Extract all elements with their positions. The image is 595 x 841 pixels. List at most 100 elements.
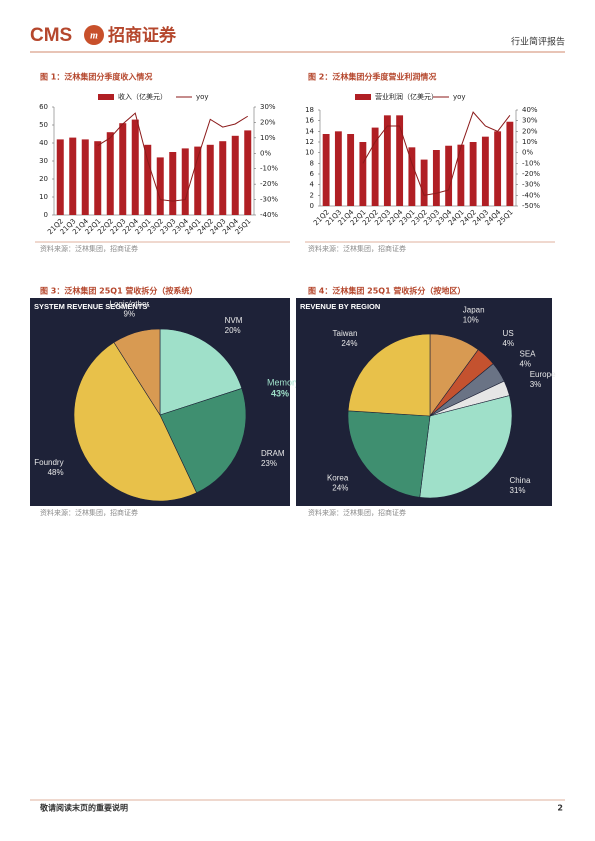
y-tick-label: 18: [305, 106, 314, 114]
bar: [396, 115, 404, 206]
slice-value-label: 23%: [261, 459, 277, 468]
slice-value-label: 24%: [341, 339, 357, 348]
legend-label: 营业利润（亿美元）: [375, 92, 438, 101]
bar: [231, 135, 239, 215]
y2-tick-label: 30%: [260, 103, 276, 111]
pie-slice: [113, 328, 161, 417]
slice-label: NVM: [225, 316, 243, 325]
y2-tick-label: 40%: [522, 106, 538, 114]
y2-tick-label: 30%: [522, 117, 538, 125]
legend-label: yoy: [196, 93, 209, 101]
y2-tick-label: -30%: [260, 196, 278, 204]
bar: [347, 134, 355, 206]
y2-tick-label: 0%: [260, 149, 271, 157]
y2-tick-label: 20%: [522, 127, 538, 135]
pie-slice: [347, 333, 431, 417]
pie-slice: [159, 388, 247, 494]
y-tick-label: 30: [39, 157, 48, 165]
legend-label: 收入（亿美元）: [118, 92, 167, 101]
slice-label: Foundry: [34, 458, 63, 467]
slice-label: US: [503, 329, 514, 338]
slice-value-label: 48%: [48, 468, 64, 477]
yoy-line: [362, 111, 511, 196]
bar: [219, 141, 227, 215]
figure-caption: 图 2：泛林集团分季度营业利润情况: [308, 72, 436, 82]
bar: [69, 137, 77, 215]
y2-tick-label: -40%: [260, 211, 278, 219]
pie-slice: [419, 395, 513, 499]
bar: [119, 123, 127, 215]
slice-value-label: 3%: [530, 380, 542, 389]
y-tick-label: 10: [305, 149, 314, 157]
y2-tick-label: -40%: [522, 191, 540, 199]
bar: [359, 142, 367, 206]
bar: [494, 131, 502, 206]
y-tick-label: 6: [310, 170, 315, 178]
pie-slice: [347, 410, 431, 498]
bar: [408, 147, 416, 206]
bar: [131, 119, 139, 215]
bar: [432, 150, 440, 206]
bar: [322, 134, 330, 206]
slice-label: China: [510, 476, 531, 485]
panel-title: SYSTEM REVENUE SEGMENTS¹: [34, 302, 150, 311]
slice-label: Korea: [327, 474, 349, 483]
y-tick-label: 8: [310, 159, 314, 167]
annotation: 43%: [271, 388, 289, 398]
logo: CMS: [30, 25, 72, 46]
y2-tick-label: 10%: [260, 134, 276, 142]
y-tick-label: 0: [310, 202, 314, 210]
source: 资料来源：泛林集团，招商证券: [308, 244, 406, 253]
slice-value-label: 24%: [332, 484, 348, 493]
slice-label: DRAM: [261, 449, 285, 458]
legend-swatch: [355, 94, 371, 100]
panel-title: REVENUE BY REGION: [300, 302, 380, 311]
y-tick-label: 10: [39, 193, 48, 201]
bar: [81, 139, 89, 215]
slice-label: Taiwan: [333, 329, 358, 338]
figure-caption: 图 1：泛林集团分季度收入情况: [40, 72, 152, 82]
bar: [445, 145, 453, 206]
bar: [334, 131, 342, 206]
bar: [383, 115, 391, 206]
y-tick-label: 20: [39, 175, 48, 183]
bar: [94, 141, 102, 215]
source: 资料来源：泛林集团，招商证券: [308, 508, 406, 517]
bar: [506, 121, 514, 206]
slice-value-label: 10%: [463, 315, 479, 324]
slice-value-label: 31%: [510, 486, 526, 495]
page-number: 2: [557, 804, 563, 813]
bar: [56, 139, 64, 215]
y-tick-label: 60: [39, 103, 48, 111]
yoy-line: [97, 112, 249, 202]
y-tick-label: 14: [305, 127, 314, 135]
y-tick-label: 0: [44, 211, 48, 219]
bar: [469, 142, 477, 206]
pie-slice: [159, 328, 243, 416]
slice-value-label: 4%: [503, 339, 515, 348]
y-tick-label: 4: [310, 181, 315, 189]
annotation: Memory: [267, 377, 300, 387]
y2-tick-label: -10%: [260, 165, 278, 173]
source: 资料来源：泛林集团，招商证券: [40, 508, 138, 517]
slice-label: SEA: [519, 349, 536, 358]
y2-tick-label: -10%: [522, 159, 540, 167]
slice-label: Logic/other: [110, 299, 150, 308]
y2-tick-label: -20%: [522, 170, 540, 178]
disclaimer: 敬请阅读末页的重要说明: [39, 803, 128, 813]
source: 资料来源：泛林集团，招商证券: [40, 244, 138, 253]
figure-caption: 图 4：泛林集团 25Q1 营收拆分（按地区）: [308, 286, 465, 296]
report-type: 行业简评报告: [511, 36, 565, 48]
logo-icon: [84, 25, 104, 45]
y2-tick-label: -20%: [260, 180, 278, 188]
bar: [144, 144, 152, 215]
bar: [244, 130, 252, 215]
y2-tick-label: 20%: [260, 118, 276, 126]
y-tick-label: 2: [310, 191, 314, 199]
bar: [156, 157, 164, 215]
slice-value-label: 20%: [225, 326, 241, 335]
figure-caption: 图 3：泛林集团 25Q1 营收拆分（按系统）: [40, 286, 197, 296]
y2-tick-label: -30%: [522, 181, 540, 189]
brand: 招商证券: [108, 25, 177, 46]
